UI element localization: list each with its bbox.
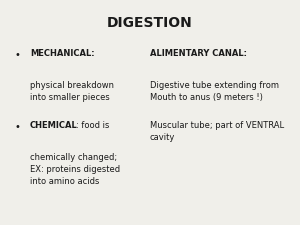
- Text: ALIMENTARY CANAL:: ALIMENTARY CANAL:: [150, 50, 247, 58]
- Text: •: •: [15, 50, 21, 59]
- Text: CHEMICAL: CHEMICAL: [30, 122, 78, 130]
- Text: : food is: : food is: [76, 122, 110, 130]
- Text: MECHANICAL:: MECHANICAL:: [30, 50, 94, 58]
- Text: DIGESTION: DIGESTION: [107, 16, 193, 30]
- Text: Muscular tube; part of VENTRAL
cavity: Muscular tube; part of VENTRAL cavity: [150, 122, 284, 142]
- Text: •: •: [15, 122, 21, 131]
- Text: physical breakdown
into smaller pieces: physical breakdown into smaller pieces: [30, 81, 114, 102]
- Text: Digestive tube extending from
Mouth to anus (9 meters !): Digestive tube extending from Mouth to a…: [150, 81, 279, 102]
- Text: chemically changed;
EX: proteins digested
into amino acids: chemically changed; EX: proteins digeste…: [30, 153, 120, 186]
